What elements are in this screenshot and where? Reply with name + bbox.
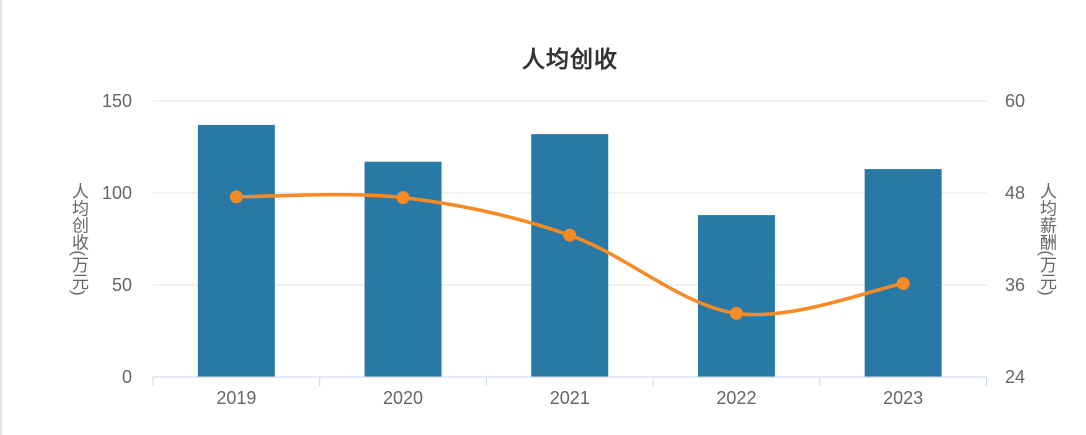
y-axis-left-tick-label: 100 (101, 183, 132, 203)
y-axis-left-tick-label: 0 (121, 367, 132, 387)
x-axis-label: 2023 (883, 388, 924, 408)
bar-2021[interactable] (531, 134, 609, 377)
y-axis-right-title: 人均薪酬(万元) (1037, 182, 1056, 296)
y-axis-left-tick-label: 50 (111, 275, 132, 295)
line-point-2021[interactable] (563, 228, 577, 242)
bar-2023[interactable] (864, 169, 942, 377)
chart-title: 人均创收 (522, 46, 618, 72)
x-axis-label: 2019 (216, 388, 257, 408)
x-axis-label: 2020 (383, 388, 424, 408)
x-axis-label: 2022 (716, 388, 757, 408)
y-axis-right-tick-label: 24 (1005, 367, 1026, 387)
bar-2022[interactable] (697, 215, 775, 377)
line-point-2020[interactable] (396, 191, 410, 205)
bar-2019[interactable] (197, 124, 275, 377)
y-axis-right-tick-label: 60 (1005, 91, 1026, 111)
line-point-2022[interactable] (729, 306, 743, 320)
y-axis-right-tick-label: 48 (1005, 183, 1026, 203)
line-point-2019[interactable] (229, 190, 243, 204)
y-axis-left-title: 人均创收(万元) (69, 182, 88, 296)
y-axis-left-tick-label: 150 (101, 91, 132, 111)
line-point-2023[interactable] (896, 276, 910, 290)
y-axis-right-tick-label: 36 (1005, 275, 1026, 295)
x-axis-label: 2021 (549, 388, 590, 408)
